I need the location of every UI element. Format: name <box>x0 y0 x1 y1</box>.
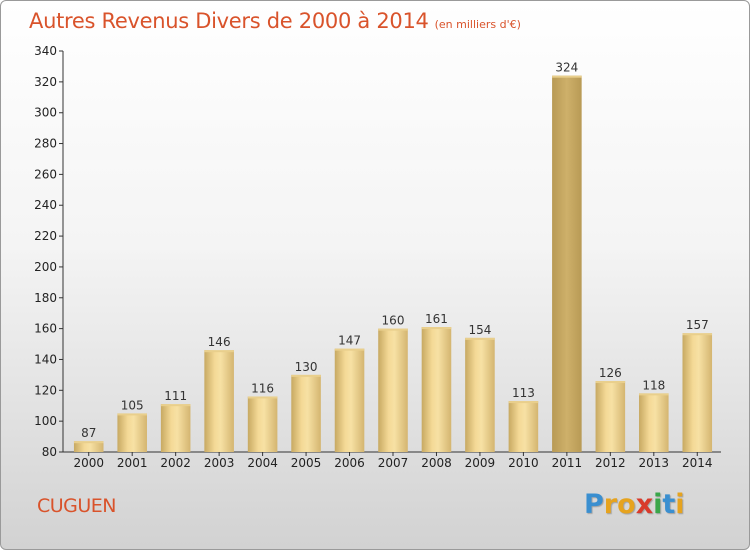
logo-letter: i <box>675 489 685 520</box>
bar-top-2014 <box>682 333 713 336</box>
commune-name: CUGUEN <box>37 495 117 517</box>
y-tick-label: 140 <box>34 352 57 366</box>
bar-top-2005 <box>291 374 321 377</box>
chart-subtitle: (en milliers d'€) <box>434 18 521 31</box>
x-tick-label: 2014 <box>682 456 713 470</box>
bar-top-2011 <box>552 75 582 78</box>
bar-2009 <box>465 337 495 452</box>
bar-2005 <box>291 374 321 452</box>
x-tick-label: 2009 <box>465 456 496 470</box>
bar-value-label: 324 <box>555 61 578 75</box>
bar-top-2006 <box>334 348 365 351</box>
bar-value-label: 161 <box>425 312 448 326</box>
logo-letter: o <box>617 489 636 520</box>
bar-2000 <box>73 441 104 452</box>
proxiti-logo: Proxiti <box>584 489 685 520</box>
logo-letter: r <box>603 489 618 520</box>
logo-letter: t <box>662 489 676 520</box>
bar-top-2004 <box>247 396 278 399</box>
bar-2014 <box>682 333 713 452</box>
bar-value-label: 116 <box>251 381 274 395</box>
bar-value-label: 157 <box>686 318 709 332</box>
x-tick-label: 2003 <box>204 456 235 470</box>
y-tick-label: 100 <box>34 414 57 428</box>
x-tick-label: 2010 <box>508 456 539 470</box>
y-tick-label: 260 <box>34 167 57 181</box>
bar-value-label: 146 <box>208 335 231 349</box>
bar-top-2012 <box>595 381 626 384</box>
bar-2007 <box>378 328 408 452</box>
bar-value-label: 111 <box>164 389 187 403</box>
bar-value-label: 130 <box>295 360 318 374</box>
bar-top-2010 <box>508 401 539 404</box>
y-tick-label: 240 <box>34 198 57 212</box>
x-tick-label: 2011 <box>552 456 583 470</box>
logo-letter: P <box>584 489 604 520</box>
x-tick-label: 2008 <box>421 456 452 470</box>
bar-top-2000 <box>73 441 104 444</box>
x-tick-label: 2000 <box>73 456 104 470</box>
bar-value-label: 160 <box>382 314 405 328</box>
bar-value-label: 118 <box>642 378 665 392</box>
bar-2003 <box>204 350 234 452</box>
bar-top-2013 <box>639 393 669 396</box>
y-tick-label: 180 <box>34 291 57 305</box>
bar-2010 <box>508 401 539 452</box>
bar-top-2008 <box>421 327 452 330</box>
bar-top-2009 <box>465 337 495 340</box>
bar-2006 <box>334 348 365 452</box>
y-tick-label: 160 <box>34 322 57 336</box>
y-tick-label: 300 <box>34 106 57 120</box>
bar-2013 <box>639 393 669 452</box>
y-tick-label: 320 <box>34 75 57 89</box>
x-tick-label: 2004 <box>247 456 278 470</box>
y-tick-label: 80 <box>42 445 57 459</box>
bar-top-2007 <box>378 328 408 331</box>
x-tick-label: 2005 <box>291 456 322 470</box>
bar-2001 <box>117 413 147 452</box>
x-tick-label: 2007 <box>378 456 409 470</box>
x-tick-label: 2013 <box>639 456 670 470</box>
bar-top-2003 <box>204 350 234 353</box>
x-tick-label: 2012 <box>595 456 626 470</box>
bar-2008 <box>421 327 452 452</box>
y-tick-label: 120 <box>34 383 57 397</box>
bar-value-label: 126 <box>599 366 622 380</box>
x-tick-label: 2001 <box>117 456 148 470</box>
y-tick-label: 280 <box>34 137 57 151</box>
bar-value-label: 87 <box>81 426 96 440</box>
bar-2011 <box>552 75 582 452</box>
bar-top-2002 <box>160 404 191 407</box>
logo-letter: x <box>635 489 654 520</box>
bar-top-2001 <box>117 413 147 416</box>
chart-title-text: Autres Revenus Divers de 2000 à 2014 <box>29 9 429 33</box>
bar-value-label: 154 <box>468 323 491 337</box>
bar-value-label: 147 <box>338 334 361 348</box>
chart-title: Autres Revenus Divers de 2000 à 2014 (en … <box>29 9 521 33</box>
bar-value-label: 113 <box>512 386 535 400</box>
x-tick-label: 2002 <box>160 456 191 470</box>
y-tick-label: 200 <box>34 260 57 274</box>
bar-2002 <box>160 404 191 452</box>
bar-2004 <box>247 396 278 452</box>
y-tick-label: 220 <box>34 229 57 243</box>
bar-2012 <box>595 381 626 452</box>
bar-value-label: 105 <box>121 398 144 412</box>
x-tick-label: 2006 <box>334 456 365 470</box>
y-tick-label: 340 <box>34 44 57 58</box>
logo-letter: i <box>653 489 663 520</box>
